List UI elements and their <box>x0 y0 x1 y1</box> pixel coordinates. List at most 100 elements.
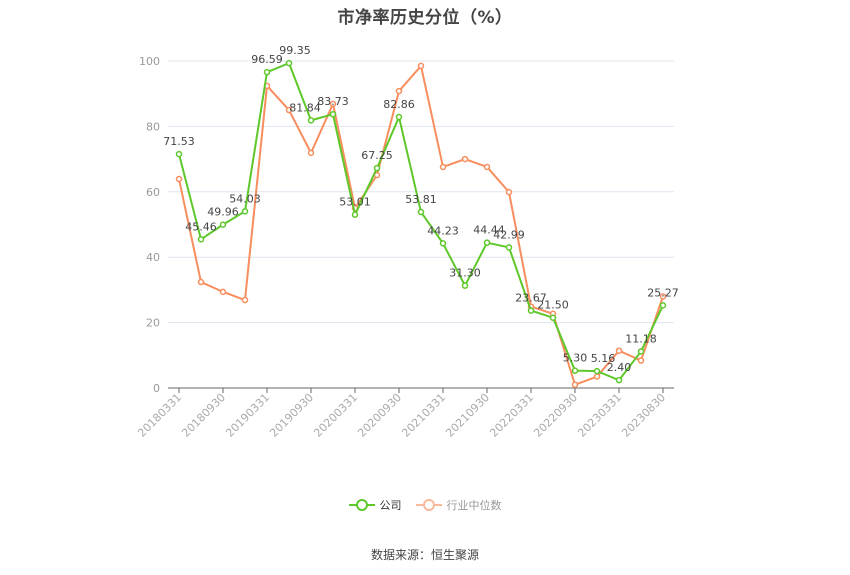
data-point[interactable] <box>417 62 425 70</box>
data-point[interactable] <box>637 357 645 364</box>
x-axis: 2018033120180930201903312019093020200331… <box>135 387 674 440</box>
legend-item-company[interactable]: 公司 <box>348 497 402 513</box>
legend-item-industry[interactable]: 行业中位数 <box>415 497 502 513</box>
data-label: 2.40 <box>607 361 632 374</box>
data-label: 31.30 <box>449 267 481 280</box>
x-tick-label: 20180930 <box>179 391 228 440</box>
industry-line-marker-icon <box>415 499 442 511</box>
y-tick-label: 100 <box>139 55 160 68</box>
data-point[interactable] <box>373 164 381 172</box>
data-point[interactable] <box>571 367 579 374</box>
x-tick-label: 20200331 <box>311 391 360 440</box>
x-tick-label: 20180331 <box>135 391 184 440</box>
data-point[interactable] <box>659 302 667 309</box>
x-tick-label: 20230830 <box>619 391 668 440</box>
x-tick-label: 20190331 <box>223 391 272 440</box>
data-point[interactable] <box>241 296 249 304</box>
series-industry-line[interactable] <box>175 62 667 388</box>
data-point[interactable] <box>505 188 513 196</box>
data-point[interactable] <box>395 87 403 95</box>
data-point[interactable] <box>439 240 447 247</box>
data-point[interactable] <box>483 239 491 246</box>
data-label: 53.81 <box>405 193 437 206</box>
data-point[interactable] <box>637 348 645 355</box>
data-point[interactable] <box>593 373 601 380</box>
data-point[interactable] <box>219 221 227 228</box>
data-point[interactable] <box>307 117 315 124</box>
y-tick-label: 20 <box>146 317 160 330</box>
data-label: 45.46 <box>185 220 217 233</box>
data-point[interactable] <box>351 211 359 218</box>
x-tick-label: 20230331 <box>575 391 624 440</box>
y-tick-label: 80 <box>146 120 160 133</box>
series-line <box>178 62 664 382</box>
data-point[interactable] <box>263 68 271 76</box>
data-label: 21.50 <box>537 299 569 312</box>
data-point[interactable] <box>461 155 469 163</box>
data-point[interactable] <box>219 288 227 296</box>
x-tick-label: 20220930 <box>531 391 580 440</box>
data-label: 25.27 <box>647 286 679 299</box>
data-label: 5.16 <box>591 352 616 365</box>
data-point[interactable] <box>285 59 293 67</box>
x-tick-label: 20190930 <box>267 391 316 440</box>
x-tick-label: 20220331 <box>487 391 536 440</box>
x-tick-label: 20200930 <box>355 391 404 440</box>
company-line-marker-icon <box>348 499 375 511</box>
data-label: 23.67 <box>515 292 547 305</box>
y-tick-label: 0 <box>153 382 160 395</box>
y-axis: 0 20 40 60 80 100 <box>139 55 160 395</box>
data-point[interactable] <box>329 100 337 108</box>
data-point[interactable] <box>593 367 601 375</box>
data-point[interactable] <box>395 113 403 121</box>
legend: 公司 行业中位数 <box>0 497 850 513</box>
data-label: 67.25 <box>361 149 393 162</box>
data-label: 83.73 <box>317 95 349 108</box>
data-label: 49.96 <box>207 206 239 219</box>
legend-label-company: 公司 <box>379 499 402 512</box>
data-point[interactable] <box>417 208 425 216</box>
data-point[interactable] <box>659 293 667 300</box>
data-label: 82.86 <box>383 98 415 111</box>
y-tick-label: 40 <box>146 251 160 264</box>
data-point[interactable] <box>307 149 315 157</box>
data-point[interactable] <box>505 244 513 251</box>
x-tick-label: 20210331 <box>399 391 448 440</box>
data-point[interactable] <box>549 314 557 321</box>
data-point[interactable] <box>527 307 535 314</box>
data-label: 11.18 <box>625 332 657 345</box>
data-point[interactable] <box>461 282 469 289</box>
y-tick-label: 60 <box>146 186 160 199</box>
data-point[interactable] <box>615 376 623 384</box>
data-point[interactable] <box>241 208 249 215</box>
data-label: 44.44 <box>473 224 505 237</box>
data-point[interactable] <box>197 278 205 286</box>
data-label: 53.01 <box>339 196 371 209</box>
data-label: 71.53 <box>163 135 195 148</box>
data-label: 96.59 <box>251 53 283 66</box>
data-source-note: 数据来源：恒生聚源 <box>370 548 479 562</box>
chart-title: 市净率历史分位（%） <box>337 8 513 28</box>
data-point[interactable] <box>197 236 205 243</box>
line-chart: 0 20 40 60 80 100 201803312018093020190331201… <box>135 44 679 440</box>
data-point[interactable] <box>329 110 337 118</box>
data-label: 81.84 <box>289 101 321 114</box>
legend-label-industry: 行业中位数 <box>446 499 502 512</box>
data-label: 54.03 <box>229 192 261 205</box>
data-point[interactable] <box>615 347 623 354</box>
grid-lines <box>168 60 674 324</box>
x-tick-label: 20210930 <box>443 391 492 440</box>
data-point[interactable] <box>483 163 491 171</box>
series-line <box>178 64 664 386</box>
data-label: 44.23 <box>427 224 459 237</box>
data-label: 99.35 <box>279 44 311 57</box>
data-label: 5.30 <box>563 352 588 365</box>
series-company-line[interactable] <box>175 59 667 384</box>
data-point[interactable] <box>175 150 183 158</box>
data-point[interactable] <box>571 381 579 388</box>
data-label: 42.99 <box>493 228 525 241</box>
data-point[interactable] <box>175 175 183 183</box>
data-point[interactable] <box>439 163 447 171</box>
data-point[interactable] <box>285 106 293 114</box>
